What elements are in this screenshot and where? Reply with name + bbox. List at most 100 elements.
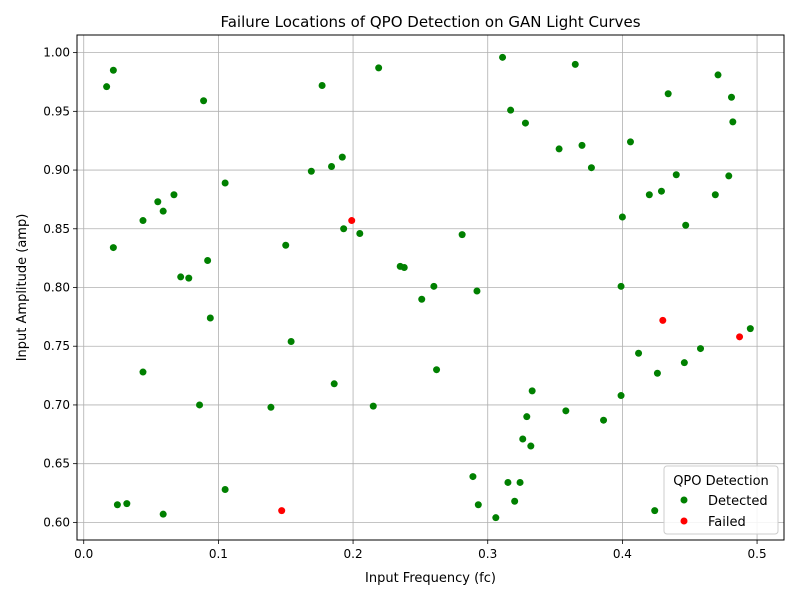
detected-point (682, 221, 690, 229)
detected-point (204, 256, 212, 264)
legend-label-detected: Detected (708, 494, 768, 509)
legend-box (663, 465, 779, 535)
axis-ticks: 0.0 0.1 0.2 0.3 0.4 0.5 0.60 0.65 0.70 0.75 0.80 0.… (43, 46, 766, 561)
detected-point (672, 171, 680, 179)
detected-point (657, 187, 665, 195)
y-tick-label: 0.65 (43, 457, 70, 471)
detected-point (499, 53, 507, 61)
legend-marker-detected (680, 496, 688, 504)
y-tick-label: 0.60 (43, 515, 70, 529)
y-tick-label: 0.80 (43, 281, 70, 295)
detected-point (221, 179, 229, 187)
detected-point (123, 500, 131, 508)
detected-point (458, 231, 466, 239)
detected-point (527, 442, 535, 450)
detected-point (507, 106, 515, 114)
detected-point (109, 244, 117, 252)
detected-point (635, 349, 643, 357)
detected-point (617, 392, 625, 400)
x-tick-label: 0.5 (748, 547, 767, 561)
detected-point (521, 119, 529, 127)
detected-point (504, 478, 512, 486)
chart-title: Failure Locations of QPO Detection on GA… (220, 13, 640, 31)
detected-point (113, 501, 121, 509)
detected-point (725, 172, 733, 180)
y-tick-label: 1.00 (43, 46, 70, 60)
detected-point (196, 401, 204, 409)
detected-point (651, 507, 659, 515)
detected-point (523, 413, 531, 421)
detected-point (664, 90, 672, 98)
x-tick-label: 0.3 (478, 547, 497, 561)
detected-point (154, 198, 162, 206)
grid-lines (77, 35, 784, 540)
detected-point (287, 338, 295, 346)
detected-point (474, 501, 482, 509)
detected-point (139, 368, 147, 376)
detected-point (729, 118, 737, 126)
detected-point (617, 282, 625, 290)
y-axis-title: Input Amplitude (amp) (15, 214, 30, 362)
data-points (103, 53, 754, 522)
detected-point (159, 207, 167, 215)
detected-point (200, 97, 208, 105)
legend-label-failed: Failed (708, 515, 746, 530)
detected-point (511, 497, 519, 505)
detected-point (185, 274, 193, 282)
detected-point (618, 213, 626, 221)
detected-point (727, 93, 735, 101)
detected-point (697, 345, 705, 353)
x-tick-label: 0.1 (209, 547, 228, 561)
detected-point (177, 273, 185, 281)
detected-point (109, 66, 117, 74)
x-tick-label: 0.4 (613, 547, 632, 561)
failed-point (348, 217, 356, 225)
legend-entries: Detected Failed (680, 494, 768, 530)
detected-point (103, 83, 111, 91)
detected-point (328, 163, 336, 171)
detected-point (578, 141, 586, 149)
detected-point (139, 217, 147, 225)
detected-point (600, 416, 608, 424)
detected-point (170, 191, 178, 199)
detected-point (307, 167, 315, 175)
detected-point (356, 229, 364, 237)
detected-point (330, 380, 338, 388)
detected-point (492, 514, 500, 522)
detected-point (318, 82, 326, 89)
detected-point (159, 510, 167, 518)
y-tick-label: 0.95 (43, 104, 70, 118)
detected-point (571, 60, 579, 68)
detected-point (375, 64, 383, 72)
detected-point (519, 435, 527, 443)
y-tick-label: 0.70 (43, 398, 70, 412)
detected-point (555, 145, 563, 153)
detected-point (473, 287, 481, 295)
legend-title: QPO Detection (673, 474, 769, 489)
detected-point (746, 325, 754, 333)
failed-point (278, 507, 286, 515)
y-tick-label: 0.90 (43, 163, 70, 177)
detected-point (711, 191, 719, 199)
detected-point (562, 407, 570, 415)
detected-point (714, 71, 722, 79)
detected-point (653, 369, 661, 377)
x-tick-label: 0.2 (344, 547, 363, 561)
detected-point (221, 486, 229, 493)
x-axis-title: Input Frequency (fc) (365, 571, 496, 586)
detected-point (418, 295, 426, 303)
y-tick-label: 0.75 (43, 339, 70, 353)
detected-point (267, 403, 275, 411)
detected-point (433, 366, 441, 374)
y-tick-label: 0.85 (43, 222, 70, 236)
detected-point (516, 478, 524, 486)
detected-point (587, 164, 595, 172)
failed-point (659, 316, 667, 324)
detected-point (528, 387, 536, 395)
failed-point (736, 333, 744, 341)
detected-point (282, 241, 290, 249)
detected-point (680, 359, 688, 367)
x-tick-label: 0.0 (74, 547, 93, 561)
detected-point (400, 264, 408, 272)
